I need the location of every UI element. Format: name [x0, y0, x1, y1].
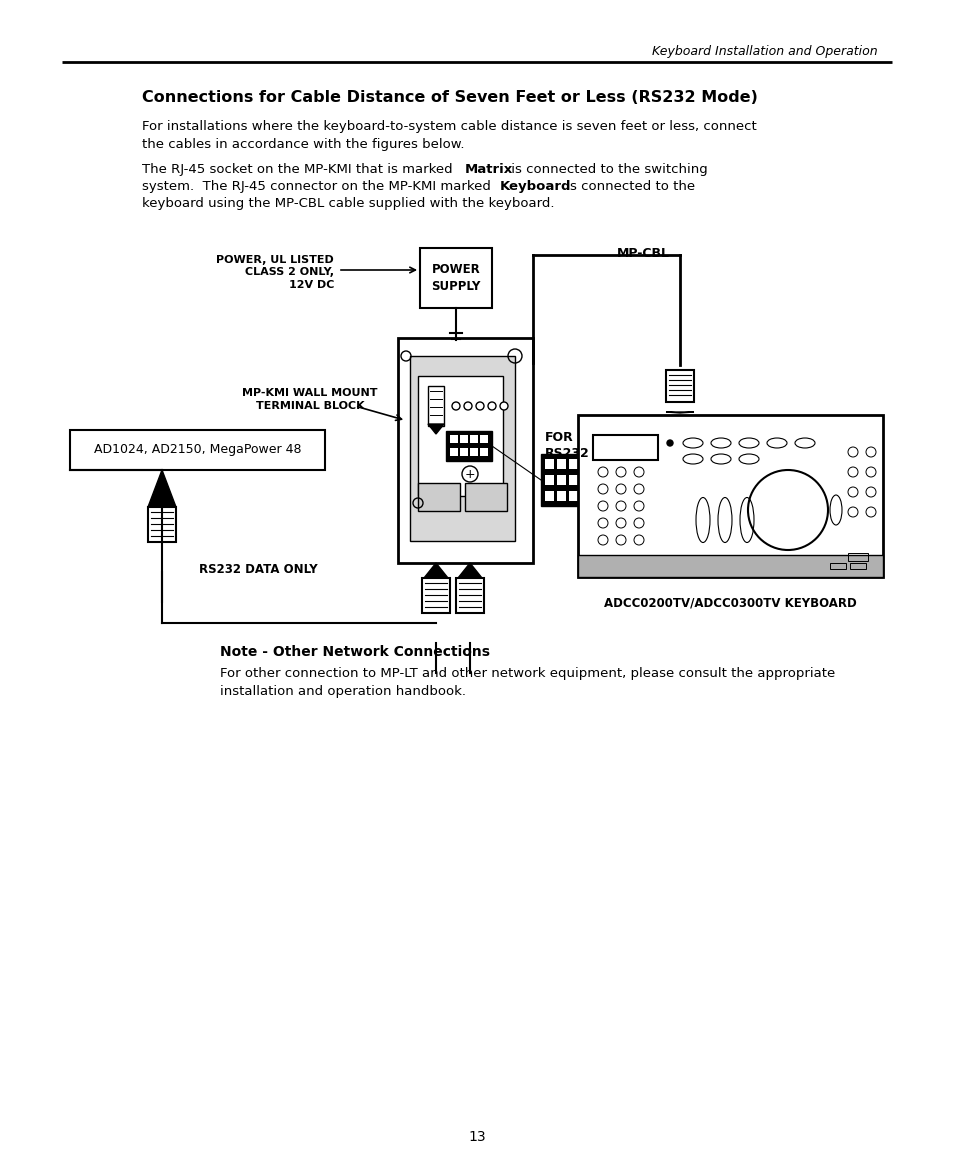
Text: +: + — [464, 467, 475, 481]
Text: system.  The RJ-45 connector on the MP-KMI marked: system. The RJ-45 connector on the MP-KM… — [142, 180, 495, 194]
Text: POWER
SUPPLY: POWER SUPPLY — [431, 263, 480, 293]
Polygon shape — [423, 563, 448, 578]
Bar — [580, 475, 589, 484]
Bar — [397, 338, 533, 563]
Bar — [421, 578, 450, 613]
Bar — [470, 435, 477, 443]
Bar — [540, 454, 593, 506]
Bar — [593, 435, 658, 460]
Text: Keyboard Installation and Operation: Keyboard Installation and Operation — [652, 45, 877, 58]
Bar — [578, 415, 882, 577]
Bar — [544, 475, 554, 484]
Bar — [849, 563, 865, 569]
Text: ADCC0200TV/ADCC0300TV KEYBOARD: ADCC0200TV/ADCC0300TV KEYBOARD — [603, 597, 856, 610]
Bar — [459, 435, 468, 443]
Bar — [544, 491, 554, 501]
Text: POWER, UL LISTED
CLASS 2 ONLY,
12V DC: POWER, UL LISTED CLASS 2 ONLY, 12V DC — [216, 255, 334, 290]
Text: AD1024, AD2150, MegaPower 48: AD1024, AD2150, MegaPower 48 — [93, 444, 301, 457]
Text: Connections for Cable Distance of Seven Feet or Less (RS232 Mode): Connections for Cable Distance of Seven … — [142, 90, 757, 105]
Bar — [470, 449, 477, 455]
Bar — [568, 459, 578, 469]
Text: For other connection to MP-LT and other network equipment, please consult the ap: For other connection to MP-LT and other … — [220, 666, 835, 680]
Bar — [568, 491, 578, 501]
Bar — [410, 356, 515, 541]
Circle shape — [463, 402, 472, 410]
Bar — [446, 431, 492, 461]
Bar — [580, 491, 589, 501]
Bar — [456, 578, 483, 613]
Text: Keyboard: Keyboard — [499, 180, 571, 194]
Polygon shape — [457, 563, 481, 578]
Polygon shape — [428, 424, 443, 433]
Bar — [544, 459, 554, 469]
Bar — [557, 475, 565, 484]
Bar — [450, 435, 457, 443]
Bar — [419, 248, 492, 308]
Text: the cables in accordance with the figures below.: the cables in accordance with the figure… — [142, 138, 464, 151]
Bar — [70, 430, 325, 471]
Bar — [417, 483, 459, 511]
Text: is connected to the switching: is connected to the switching — [506, 163, 707, 176]
Bar — [464, 483, 506, 511]
Circle shape — [488, 402, 496, 410]
Polygon shape — [148, 471, 175, 506]
Text: is connected to the: is connected to the — [561, 180, 695, 194]
Bar — [557, 459, 565, 469]
Text: 13: 13 — [468, 1130, 485, 1144]
Circle shape — [666, 440, 672, 446]
Text: For installations where the keyboard-to-system cable distance is seven feet or l: For installations where the keyboard-to-… — [142, 121, 756, 133]
Bar — [450, 449, 457, 455]
Bar — [417, 376, 502, 496]
Bar — [580, 459, 589, 469]
Bar — [568, 475, 578, 484]
Text: FOR
RS232: FOR RS232 — [544, 431, 589, 460]
Text: Note - Other Network Connections: Note - Other Network Connections — [220, 646, 490, 659]
Bar — [148, 506, 175, 542]
Text: Matrix: Matrix — [464, 163, 513, 176]
Bar — [829, 563, 845, 569]
Text: RS232 DATA ONLY: RS232 DATA ONLY — [198, 563, 317, 576]
Circle shape — [499, 402, 507, 410]
Circle shape — [452, 402, 459, 410]
Text: The RJ-45 socket on the MP-KMI that is marked: The RJ-45 socket on the MP-KMI that is m… — [142, 163, 456, 176]
Bar — [479, 449, 488, 455]
Text: MP-KMI WALL MOUNT
TERMINAL BLOCK: MP-KMI WALL MOUNT TERMINAL BLOCK — [242, 388, 377, 410]
Bar — [428, 386, 443, 427]
Bar — [479, 435, 488, 443]
Bar — [557, 491, 565, 501]
Text: installation and operation handbook.: installation and operation handbook. — [220, 685, 465, 698]
Text: keyboard using the MP-CBL cable supplied with the keyboard.: keyboard using the MP-CBL cable supplied… — [142, 197, 554, 210]
Bar — [459, 449, 468, 455]
Bar — [847, 553, 867, 561]
Circle shape — [476, 402, 483, 410]
Bar — [665, 370, 693, 402]
Text: MP-CBL: MP-CBL — [617, 247, 669, 260]
Bar — [578, 555, 882, 577]
